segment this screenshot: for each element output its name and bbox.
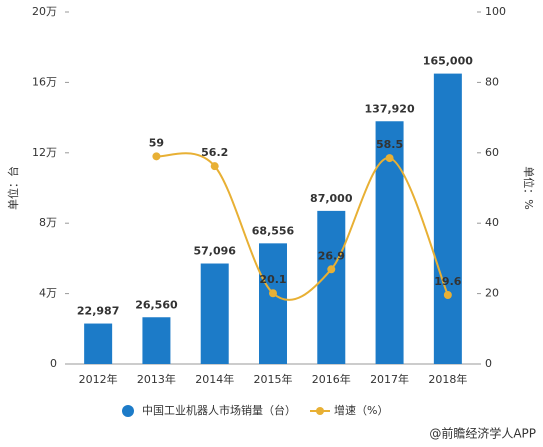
bar <box>259 243 287 364</box>
y-tick-label: 8万 <box>39 216 57 229</box>
value-label: 59 <box>149 136 164 149</box>
y-axis-label: 单位：台 <box>6 166 20 210</box>
bar <box>317 210 346 364</box>
value-label: 165,000 <box>423 55 473 68</box>
y2-tick-label: 0 <box>485 357 492 370</box>
bar <box>200 263 229 364</box>
y2-tick-label: 80 <box>485 75 499 88</box>
bar <box>142 317 171 364</box>
legend-swatch <box>316 407 324 415</box>
x-tick-label: 2015年 <box>254 372 293 386</box>
value-label: 20.1 <box>259 273 286 286</box>
x-tick-label: 2017年 <box>370 372 409 386</box>
value-label: 19.6 <box>434 275 461 288</box>
legend-label: 增速（%） <box>334 403 388 417</box>
legend-label: 中国工业机器人市场销量（台） <box>142 403 296 417</box>
value-label: 58.5 <box>376 138 403 151</box>
y-tick-label: 12万 <box>32 146 57 159</box>
point <box>269 289 277 298</box>
value-label: 87,000 <box>310 192 353 205</box>
y-tick-label: 0 <box>50 357 57 370</box>
y2-tick-label: 100 <box>485 5 506 18</box>
line <box>156 152 449 301</box>
value-label: 22,987 <box>77 305 119 318</box>
value-label: 26.9 <box>318 249 345 262</box>
bar <box>433 73 462 364</box>
point <box>327 265 336 274</box>
y-tick-label: 4万 <box>39 287 57 300</box>
value-label: 68,556 <box>252 224 295 237</box>
x-tick-label: 2016年 <box>312 372 351 386</box>
x-tick-label: 2014年 <box>195 372 234 386</box>
y-tick-label: 16万 <box>32 75 57 88</box>
bar <box>84 323 113 364</box>
point <box>385 154 394 163</box>
value-label: 26,560 <box>135 298 178 311</box>
value-label: 57,096 <box>193 245 236 258</box>
x-tick-label: 2013年 <box>137 372 176 386</box>
value-label: 137,920 <box>365 102 415 115</box>
x-tick-label: 2018年 <box>428 372 467 386</box>
x-tick-label: 2012年 <box>79 372 118 386</box>
y2-axis-label: 单位：% <box>522 166 536 209</box>
point <box>152 152 161 161</box>
legend-swatch <box>122 405 134 417</box>
y-tick-label: 20万 <box>32 5 57 18</box>
y2-tick-label: 20 <box>485 287 499 300</box>
y2-tick-label: 40 <box>485 216 499 229</box>
point <box>210 162 219 171</box>
point <box>443 291 452 300</box>
y2-tick-label: 60 <box>485 146 499 159</box>
value-label: 56.2 <box>201 146 228 159</box>
source: @前瞻经济学人APP <box>429 426 536 441</box>
